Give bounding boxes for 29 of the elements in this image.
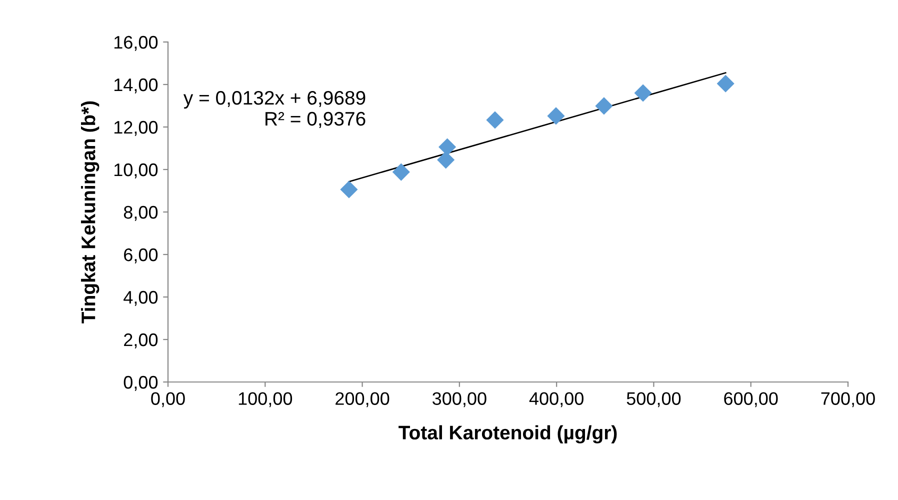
point — [547, 107, 565, 125]
y-tick-label: 2,00 — [124, 333, 158, 348]
point — [340, 180, 358, 198]
y-axis-title: Tingkat Kekuningan (b*) — [81, 101, 100, 324]
point — [595, 97, 613, 115]
y-tick-label: 10,00 — [114, 163, 158, 178]
x-tick-label: 400,00 — [529, 392, 584, 408]
y-tick-label: 8,00 — [124, 206, 158, 221]
point — [392, 163, 410, 181]
y-tick-label: 0,00 — [124, 376, 158, 391]
y-tick-label: 16,00 — [114, 36, 158, 51]
y-tick-label: 12,00 — [114, 120, 158, 136]
x-tick-label: 600,00 — [724, 392, 778, 408]
annotation: y = 0,0132x + 6,9689 R² = 0,9376 — [183, 90, 366, 128]
y-tick-label: 4,00 — [124, 290, 158, 306]
x-tick-label: 700,00 — [821, 392, 875, 408]
point — [438, 138, 456, 156]
x-tick-label: 200,00 — [336, 392, 390, 408]
point — [437, 151, 455, 169]
x-tick-label: 0,00 — [151, 392, 185, 408]
x-tick-label: 500,00 — [626, 392, 681, 408]
point — [716, 74, 734, 92]
x-axis-title: Total Karotenoid (µg/gr) — [398, 425, 617, 444]
point — [486, 111, 504, 129]
x-tick-label: 300,00 — [432, 392, 486, 408]
point — [634, 84, 652, 102]
x-tick-label: 100,00 — [238, 392, 292, 408]
y-tick-label: 14,00 — [114, 78, 158, 94]
y-tick-label: 6,00 — [124, 248, 158, 264]
